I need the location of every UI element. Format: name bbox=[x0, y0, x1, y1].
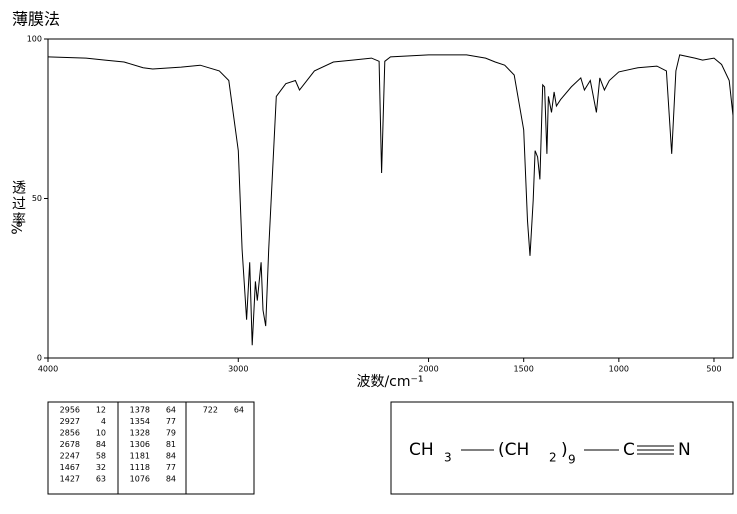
peak-wavenumber: 1306 bbox=[130, 440, 150, 449]
x-tick-label: 2000 bbox=[418, 365, 438, 374]
x-tick-label: 1500 bbox=[514, 365, 534, 374]
chart-title: 薄膜法 bbox=[12, 10, 60, 29]
x-tick-label: 500 bbox=[706, 365, 721, 374]
spectrum-line bbox=[47, 54, 734, 346]
peak-wavenumber: 1378 bbox=[130, 406, 150, 415]
peak-wavenumber: 2956 bbox=[60, 406, 80, 415]
y-axis-unit: % bbox=[10, 221, 26, 234]
peak-transmittance: 84 bbox=[166, 452, 176, 461]
peak-transmittance: 32 bbox=[96, 463, 106, 472]
formula-part: C bbox=[623, 440, 635, 460]
formula-part: 9 bbox=[568, 453, 576, 467]
peak-wavenumber: 2678 bbox=[60, 440, 80, 449]
peak-table bbox=[47, 401, 255, 495]
formula-part: CH bbox=[409, 440, 434, 460]
x-axis-label: 波数/cm⁻¹ bbox=[356, 374, 423, 390]
peak-wavenumber: 1076 bbox=[130, 475, 150, 484]
plot-frame bbox=[47, 38, 734, 359]
peak-wavenumber: 2927 bbox=[60, 417, 80, 426]
peak-transmittance: 58 bbox=[96, 452, 106, 461]
peak-transmittance: 84 bbox=[166, 475, 176, 484]
peak-wavenumber: 722 bbox=[203, 406, 218, 415]
peak-transmittance: 4 bbox=[101, 417, 106, 426]
peak-wavenumber: 1427 bbox=[60, 475, 80, 484]
peak-wavenumber: 1181 bbox=[130, 452, 150, 461]
formula-part: (CH bbox=[498, 440, 529, 460]
peak-wavenumber: 1467 bbox=[60, 463, 80, 472]
peak-transmittance: 12 bbox=[96, 406, 106, 415]
formula-part: 3 bbox=[444, 451, 452, 465]
y-axis-label: 透过率 bbox=[10, 180, 26, 228]
x-tick-label: 4000 bbox=[38, 365, 58, 374]
peak-wavenumber: 1328 bbox=[130, 429, 150, 438]
formula-part: N bbox=[678, 440, 691, 460]
formula: CH 3 (CH 2) 9 C N bbox=[409, 440, 691, 467]
peak-wavenumber: 1354 bbox=[130, 417, 150, 426]
peak-transmittance: 84 bbox=[96, 440, 106, 449]
peak-transmittance: 64 bbox=[166, 406, 176, 415]
peak-wavenumber: 2247 bbox=[60, 452, 80, 461]
formula-part: 2 bbox=[549, 451, 557, 465]
x-tick-label: 3000 bbox=[228, 365, 248, 374]
peak-transmittance: 77 bbox=[166, 463, 176, 472]
peak-transmittance: 63 bbox=[96, 475, 106, 484]
x-tick-label: 1000 bbox=[609, 365, 629, 374]
peak-transmittance: 79 bbox=[166, 429, 176, 438]
peak-wavenumber: 1118 bbox=[130, 463, 150, 472]
peak-transmittance: 10 bbox=[96, 429, 106, 438]
peak-wavenumber: 2856 bbox=[60, 429, 80, 438]
y-tick-label: 0 bbox=[37, 354, 42, 363]
peak-transmittance: 77 bbox=[166, 417, 176, 426]
peak-transmittance: 81 bbox=[166, 440, 176, 449]
formula-box bbox=[390, 401, 734, 495]
peak-transmittance: 64 bbox=[234, 406, 244, 415]
y-tick-label: 100 bbox=[27, 35, 42, 44]
y-tick-label: 50 bbox=[32, 194, 42, 203]
formula-part: ) bbox=[561, 440, 568, 460]
